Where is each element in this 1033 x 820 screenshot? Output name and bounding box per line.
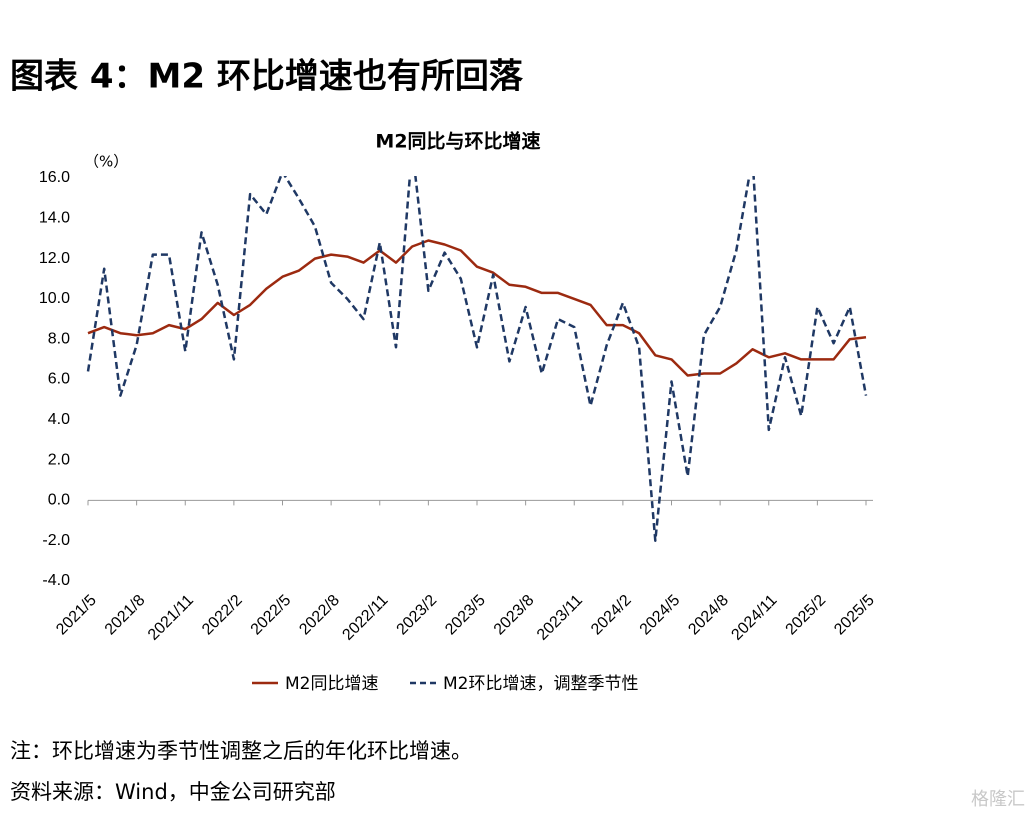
watermark: 格隆汇 xyxy=(971,789,1025,810)
y-tick-label: 6.0 xyxy=(48,371,70,388)
x-tick-label: 2022/5 xyxy=(248,592,295,639)
x-tick-label: 2021/8 xyxy=(102,592,149,639)
y-tick-label: 16.0 xyxy=(39,169,70,186)
y-tick-label: 0.0 xyxy=(48,492,70,509)
x-tick-label: 2022/11 xyxy=(339,592,391,644)
x-tick-label: 2022/8 xyxy=(296,592,343,639)
x-tick-label: 2023/8 xyxy=(491,592,538,639)
y-tick-label: 10.0 xyxy=(39,290,70,307)
series-line xyxy=(86,176,868,542)
x-tick-label: 2022/2 xyxy=(199,592,246,639)
note: 注：环比增速为季节性调整之后的年化环比增速。 xyxy=(10,739,472,763)
x-tick-label: 2021/5 xyxy=(53,592,100,639)
y-tick-label: 2.0 xyxy=(48,451,70,468)
x-tick-label: 2024/2 xyxy=(588,592,635,639)
x-tick-label: 2024/11 xyxy=(728,592,780,644)
plot-area xyxy=(86,176,868,542)
chart-title: M2同比与环比增速 xyxy=(375,130,540,153)
x-tick-label: 2024/5 xyxy=(637,592,684,639)
x-tick-label: 2023/2 xyxy=(394,592,441,639)
source: 资料来源：Wind，中金公司研究部 xyxy=(10,780,336,804)
y-tick-label: -2.0 xyxy=(42,532,70,549)
x-tick-label: 2024/8 xyxy=(685,592,732,639)
y-tick-label: -4.0 xyxy=(42,572,70,589)
x-tick-label: 2023/5 xyxy=(442,592,489,639)
x-tick-label: 2021/11 xyxy=(145,592,197,644)
y-tick-label: 12.0 xyxy=(39,250,70,267)
y-tick-label: 14.0 xyxy=(39,210,70,227)
y-tick-label: 4.0 xyxy=(48,411,70,428)
legend-label: M2同比增速 xyxy=(285,674,378,694)
page-title: 图表 4：M2 环比增速也有所回落 xyxy=(10,57,524,97)
legend-label: M2环比增速，调整季节性 xyxy=(443,674,638,694)
x-tick-label: 2025/5 xyxy=(831,592,878,639)
y-tick-label: 8.0 xyxy=(48,330,70,347)
series-line xyxy=(87,239,867,377)
x-tick-label: 2023/11 xyxy=(534,592,586,644)
x-tick-label: 2025/2 xyxy=(783,592,830,639)
y-unit: （%） xyxy=(84,153,128,171)
